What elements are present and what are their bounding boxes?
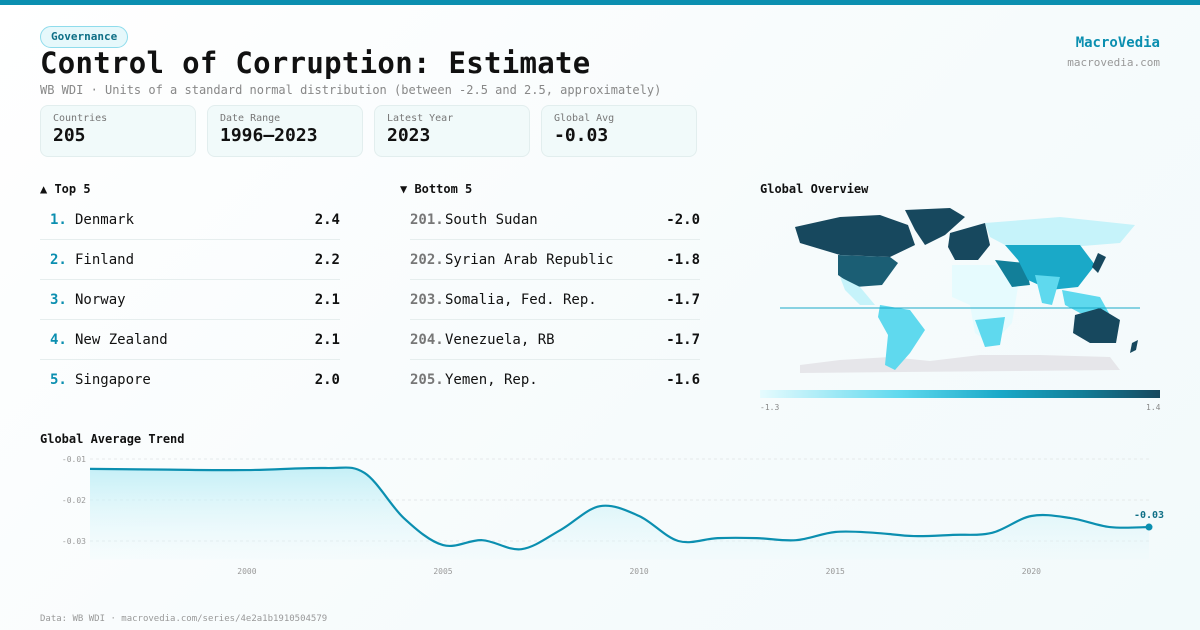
stat-card-latest-year: Latest Year 2023 [374, 105, 530, 157]
country-name: New Zealand [75, 331, 168, 348]
region-japan [1092, 253, 1106, 273]
legend-max: 1.4 [1146, 403, 1161, 412]
country-value: 2.1 [314, 291, 340, 308]
bottom5-list: 201. South Sudan -2.0 202. Syrian Arab Repub… [410, 200, 700, 400]
stat-value: -0.03 [554, 125, 609, 146]
region-russia [985, 217, 1135, 247]
country-value: 2.4 [314, 211, 340, 228]
top-accent-bar [0, 0, 1200, 5]
y-tick-label: -0.03 [62, 537, 86, 546]
region-mexico [840, 277, 875, 305]
region-greenland [905, 208, 965, 245]
source-footer: Data: WB WDI · macrovedia.com/series/4e2… [40, 614, 328, 624]
rank: 2. [50, 251, 67, 268]
trend-chart: -0.01 -0.02 -0.03 2000 2005 2010 2015 2020 -0.03 [62, 455, 1164, 576]
rank: 1. [50, 211, 67, 228]
last-point-marker [1145, 523, 1153, 531]
top5-list: 1. Denmark 2.4 2. Finland 2.2 3. Norway 2.1 4. New… [40, 200, 340, 400]
x-tick-label: 2010 [629, 567, 648, 576]
x-tick-label: 2005 [433, 567, 452, 576]
region-middle-east [995, 260, 1030, 287]
legend-min: -1.3 [760, 403, 780, 412]
stat-value: 205 [53, 125, 86, 146]
country-name: Singapore [75, 372, 151, 388]
list-item[interactable]: 4. New Zealand 2.1 [40, 320, 340, 360]
stat-label: Latest Year [387, 113, 454, 124]
country-value: -1.7 [666, 291, 700, 308]
region-new-zealand [1130, 340, 1138, 353]
x-tick-label: 2020 [1022, 567, 1041, 576]
stat-label: Countries [53, 113, 108, 124]
list-item[interactable]: 3. Norway 2.1 [40, 280, 340, 320]
list-item[interactable]: 203. Somalia, Fed. Rep. -1.7 [410, 280, 700, 320]
map-color-legend [760, 390, 1160, 398]
trend-area [90, 467, 1149, 560]
stat-label: Date Range [220, 113, 281, 124]
country-name: Yemen, Rep. [445, 372, 538, 388]
region-southern-africa [975, 317, 1005, 347]
list-item[interactable]: 1. Denmark 2.4 [40, 200, 340, 240]
region-europe [948, 223, 990, 260]
rank: 3. [50, 291, 67, 308]
country-value: -1.6 [666, 372, 700, 388]
page-title: Control of Corruption: Estimate [40, 46, 591, 80]
country-name: Somalia, Fed. Rep. [445, 291, 597, 308]
country-name: Finland [75, 251, 135, 268]
country-value: 2.2 [314, 251, 340, 268]
stat-card-global-avg: Global Avg -0.03 [541, 105, 697, 157]
brand-url[interactable]: macrovedia.com [1067, 56, 1160, 69]
rank: 201. [410, 211, 444, 228]
rank: 205. [410, 372, 444, 388]
world-map[interactable] [780, 205, 1140, 377]
list-item[interactable]: 204. Venezuela, RB -1.7 [410, 320, 700, 360]
stat-label: Global Avg [554, 113, 615, 124]
stat-card-countries: Countries 205 [40, 105, 196, 157]
category-badge[interactable]: Governance [40, 26, 129, 48]
country-value: 2.1 [314, 331, 340, 348]
bottom5-heading: ▼ Bottom 5 [400, 182, 473, 196]
region-usa [838, 255, 898, 287]
brand-logo[interactable]: MacroVedia [1075, 35, 1160, 51]
country-value: -2.0 [666, 211, 700, 228]
list-item[interactable]: 201. South Sudan -2.0 [410, 200, 700, 240]
list-item[interactable]: 5. Singapore 2.0 [40, 360, 340, 400]
region-south-america [878, 305, 925, 370]
page-subtitle: WB WDI · Units of a standard normal dist… [40, 83, 662, 97]
country-name: South Sudan [445, 211, 538, 228]
list-item[interactable]: 205. Yemen, Rep. -1.6 [410, 360, 700, 400]
rank: 5. [50, 372, 67, 388]
list-item[interactable]: 202. Syrian Arab Republic -1.8 [410, 240, 700, 280]
rank: 203. [410, 291, 444, 308]
last-value-label: -0.03 [1134, 510, 1164, 521]
stat-value: 1996–2023 [220, 125, 318, 146]
country-value: 2.0 [314, 372, 340, 388]
region-india [1035, 275, 1060, 305]
rank: 202. [410, 251, 444, 268]
stat-value: 2023 [387, 125, 431, 146]
map-regions [780, 208, 1140, 373]
y-tick-label: -0.02 [62, 496, 86, 505]
country-name: Denmark [75, 211, 135, 228]
stat-card-date-range: Date Range 1996–2023 [207, 105, 363, 157]
country-value: -1.7 [666, 331, 700, 348]
top5-heading: ▲ Top 5 [40, 182, 91, 196]
region-antarctica [800, 355, 1120, 373]
region-asia [1005, 245, 1095, 290]
x-tick-label: 2000 [237, 567, 256, 576]
list-item[interactable]: 2. Finland 2.2 [40, 240, 340, 280]
trend-heading: Global Average Trend [40, 432, 185, 446]
rank: 204. [410, 331, 444, 348]
country-name: Venezuela, RB [445, 331, 555, 348]
y-tick-label: -0.01 [62, 455, 86, 464]
country-name: Norway [75, 291, 126, 308]
region-australia [1073, 308, 1120, 343]
country-name: Syrian Arab Republic [445, 251, 614, 268]
country-value: -1.8 [666, 251, 700, 268]
rank: 4. [50, 331, 67, 348]
x-tick-label: 2015 [826, 567, 845, 576]
trend-line [89, 466, 1150, 551]
map-heading: Global Overview [760, 182, 869, 196]
region-canada [795, 215, 915, 257]
